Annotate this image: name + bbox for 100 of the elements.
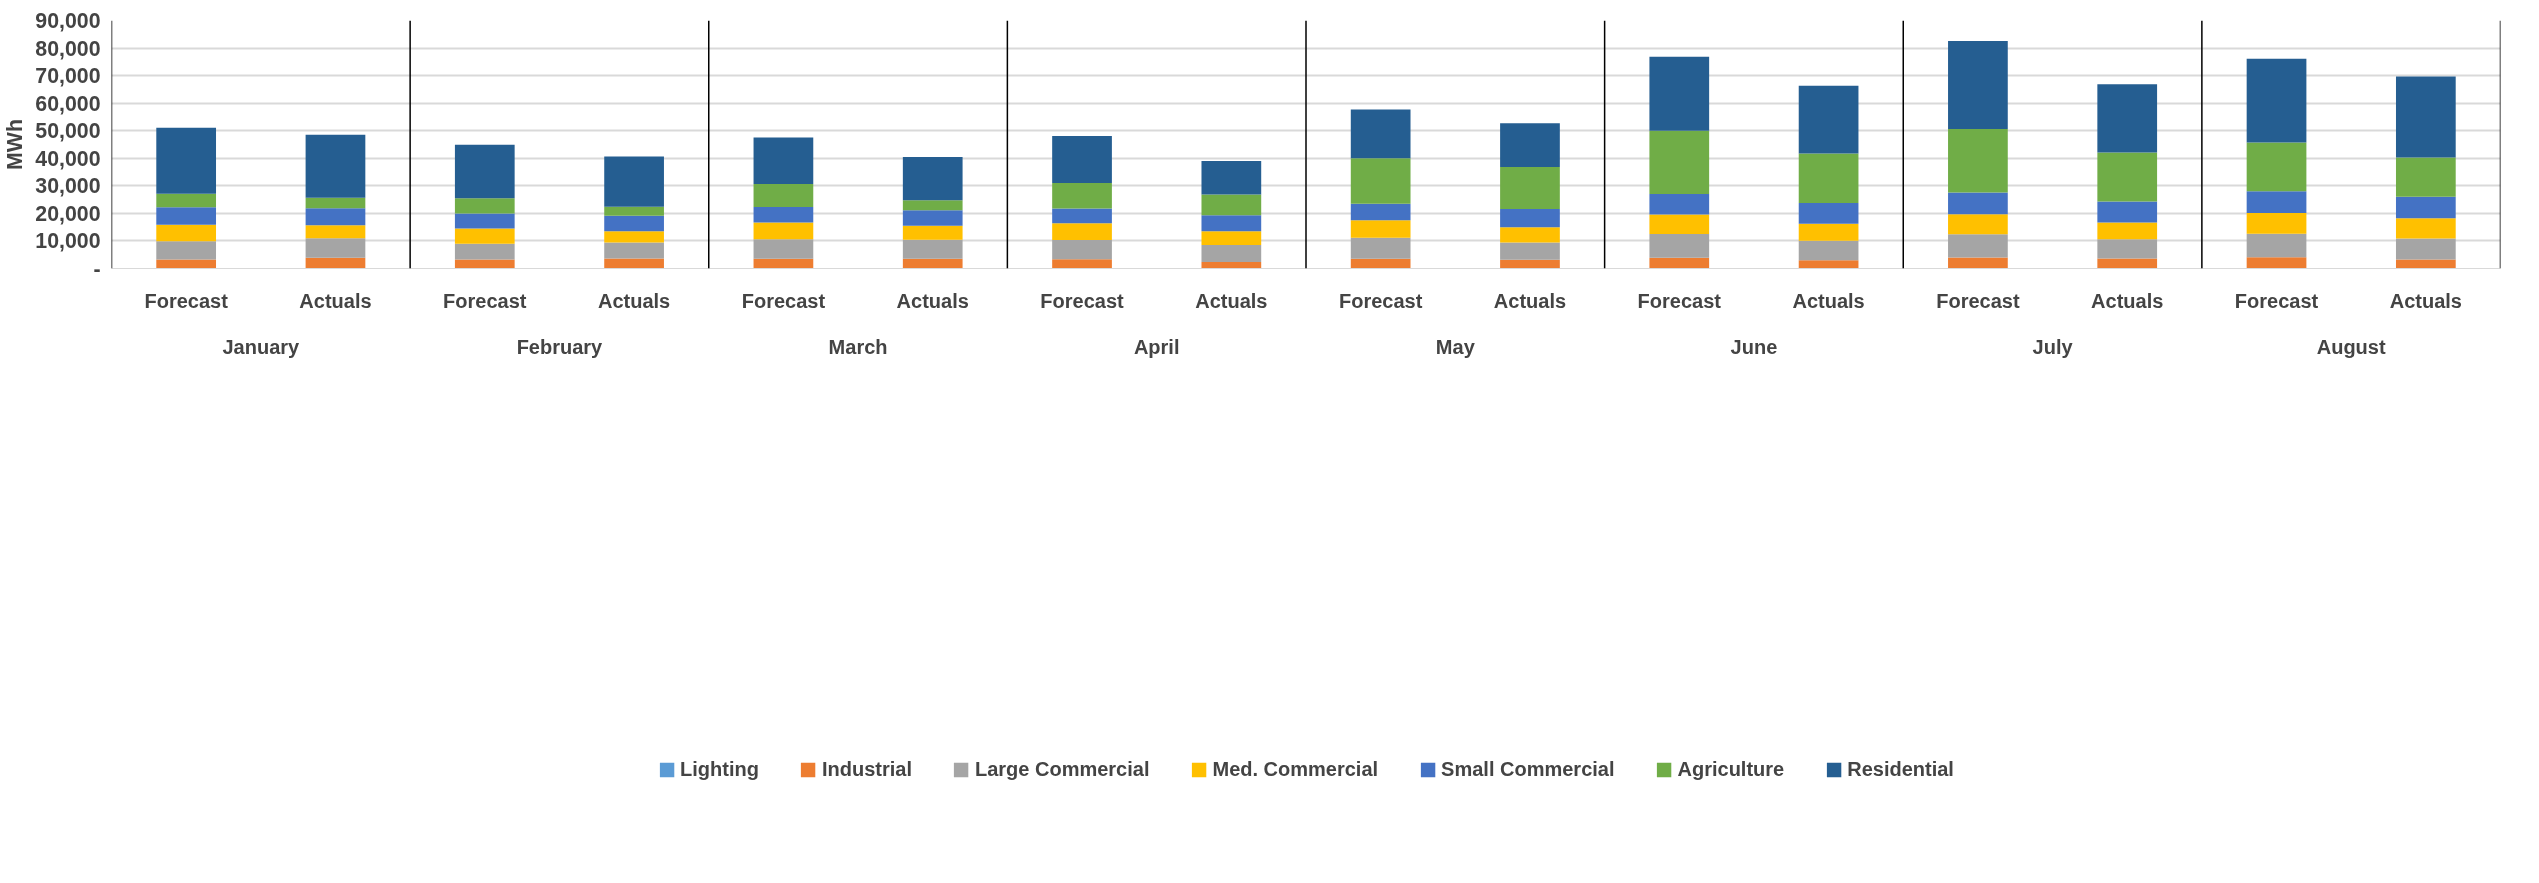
bar <box>305 208 366 226</box>
bar <box>2395 218 2456 239</box>
bar <box>1350 237 1411 259</box>
bar <box>1350 109 1411 159</box>
bar <box>902 210 963 226</box>
bar <box>753 137 814 184</box>
bar <box>156 241 217 260</box>
bar <box>1500 227 1560 243</box>
bar <box>1798 153 1859 203</box>
bar <box>2097 258 2158 268</box>
bar <box>604 215 664 232</box>
text: May <box>1435 335 1476 358</box>
bar <box>902 156 963 201</box>
y-tick-label: - <box>93 257 101 281</box>
bar <box>1350 258 1411 268</box>
bar <box>1500 242 1560 260</box>
bar <box>454 243 515 260</box>
bar <box>1649 234 1710 258</box>
bar <box>2395 76 2456 158</box>
bar <box>1500 208 1560 228</box>
bar <box>1052 223 1112 241</box>
bar <box>1649 257 1710 268</box>
bar <box>2097 239 2158 259</box>
text: June <box>1730 335 1778 358</box>
bar <box>2097 152 2158 202</box>
y-tick-label: 70,000 <box>35 64 101 89</box>
y-tick-label: 40,000 <box>35 146 101 171</box>
bar <box>2395 196 2456 219</box>
bar <box>2246 233 2307 258</box>
x-tick-label: Forecast <box>144 289 229 312</box>
x-tick-label: Actuals <box>2091 289 2164 312</box>
x-tick-label: Actuals <box>597 289 671 312</box>
bar <box>1201 231 1262 246</box>
bar <box>2097 222 2158 240</box>
bar <box>454 259 515 268</box>
bar <box>156 259 217 268</box>
bar <box>2395 238 2456 260</box>
x-tick-label: Actuals <box>1195 289 1268 312</box>
bar <box>156 207 217 225</box>
bar <box>1350 220 1411 238</box>
bar <box>1948 192 2008 215</box>
x-tick-label: Actuals <box>2389 289 2462 312</box>
bar <box>753 258 814 268</box>
bar <box>753 207 814 223</box>
x-tick-label: Forecast <box>1338 289 1423 312</box>
bar <box>1948 129 2008 193</box>
x-tick-label: Forecast <box>1936 289 2020 312</box>
bar <box>1948 40 2008 130</box>
bar <box>454 228 515 244</box>
text: January <box>222 335 301 358</box>
bar <box>1500 167 1560 209</box>
bar <box>454 198 515 214</box>
legend-label: Small Commercial <box>1441 757 1615 781</box>
bar <box>902 239 963 259</box>
bar <box>1052 208 1112 224</box>
bar <box>1500 259 1560 268</box>
bar <box>1649 56 1710 131</box>
x-tick-label: Forecast <box>443 289 527 312</box>
y-tick-label: 90,000 <box>35 9 101 33</box>
bar <box>1201 245 1262 262</box>
bar <box>2097 201 2158 223</box>
bar <box>305 238 366 258</box>
bar <box>305 134 366 198</box>
bar <box>2246 191 2307 214</box>
bar <box>1948 214 2008 235</box>
bar <box>305 197 366 209</box>
text: April <box>1133 335 1180 358</box>
legend-label: Industrial <box>821 757 912 781</box>
bar <box>604 206 664 216</box>
bar <box>156 224 217 242</box>
legend-label: Residential <box>1847 757 1954 781</box>
text: August <box>2316 335 2386 358</box>
x-tick-label: Actuals <box>299 289 372 312</box>
x-tick-label: Forecast <box>741 289 826 312</box>
bar <box>156 127 217 194</box>
bar <box>1201 215 1262 232</box>
y-tick-label: 50,000 <box>35 119 101 144</box>
bar <box>1052 135 1112 184</box>
text: February <box>516 335 604 358</box>
bar <box>753 222 814 240</box>
bar <box>2097 84 2158 153</box>
legend-label: Lighting <box>680 757 759 781</box>
y-tick-label: 60,000 <box>35 91 101 116</box>
bar <box>1649 194 1710 215</box>
x-tick-label: Forecast <box>2234 289 2319 312</box>
y-tick-label: 10,000 <box>35 229 101 254</box>
text: July <box>2032 335 2074 358</box>
x-tick-label: Actuals <box>896 289 969 312</box>
bar <box>1500 123 1560 168</box>
bar <box>902 225 963 240</box>
bar <box>1052 240 1112 260</box>
bar <box>902 200 963 211</box>
x-tick-label: Forecast <box>1040 289 1125 312</box>
y-tick-label: 30,000 <box>35 174 101 199</box>
bar <box>753 239 814 259</box>
legend-label: Agriculture <box>1677 757 1785 781</box>
bar <box>604 231 664 243</box>
text: March <box>828 335 888 358</box>
bar <box>305 225 366 239</box>
bar <box>156 193 217 208</box>
